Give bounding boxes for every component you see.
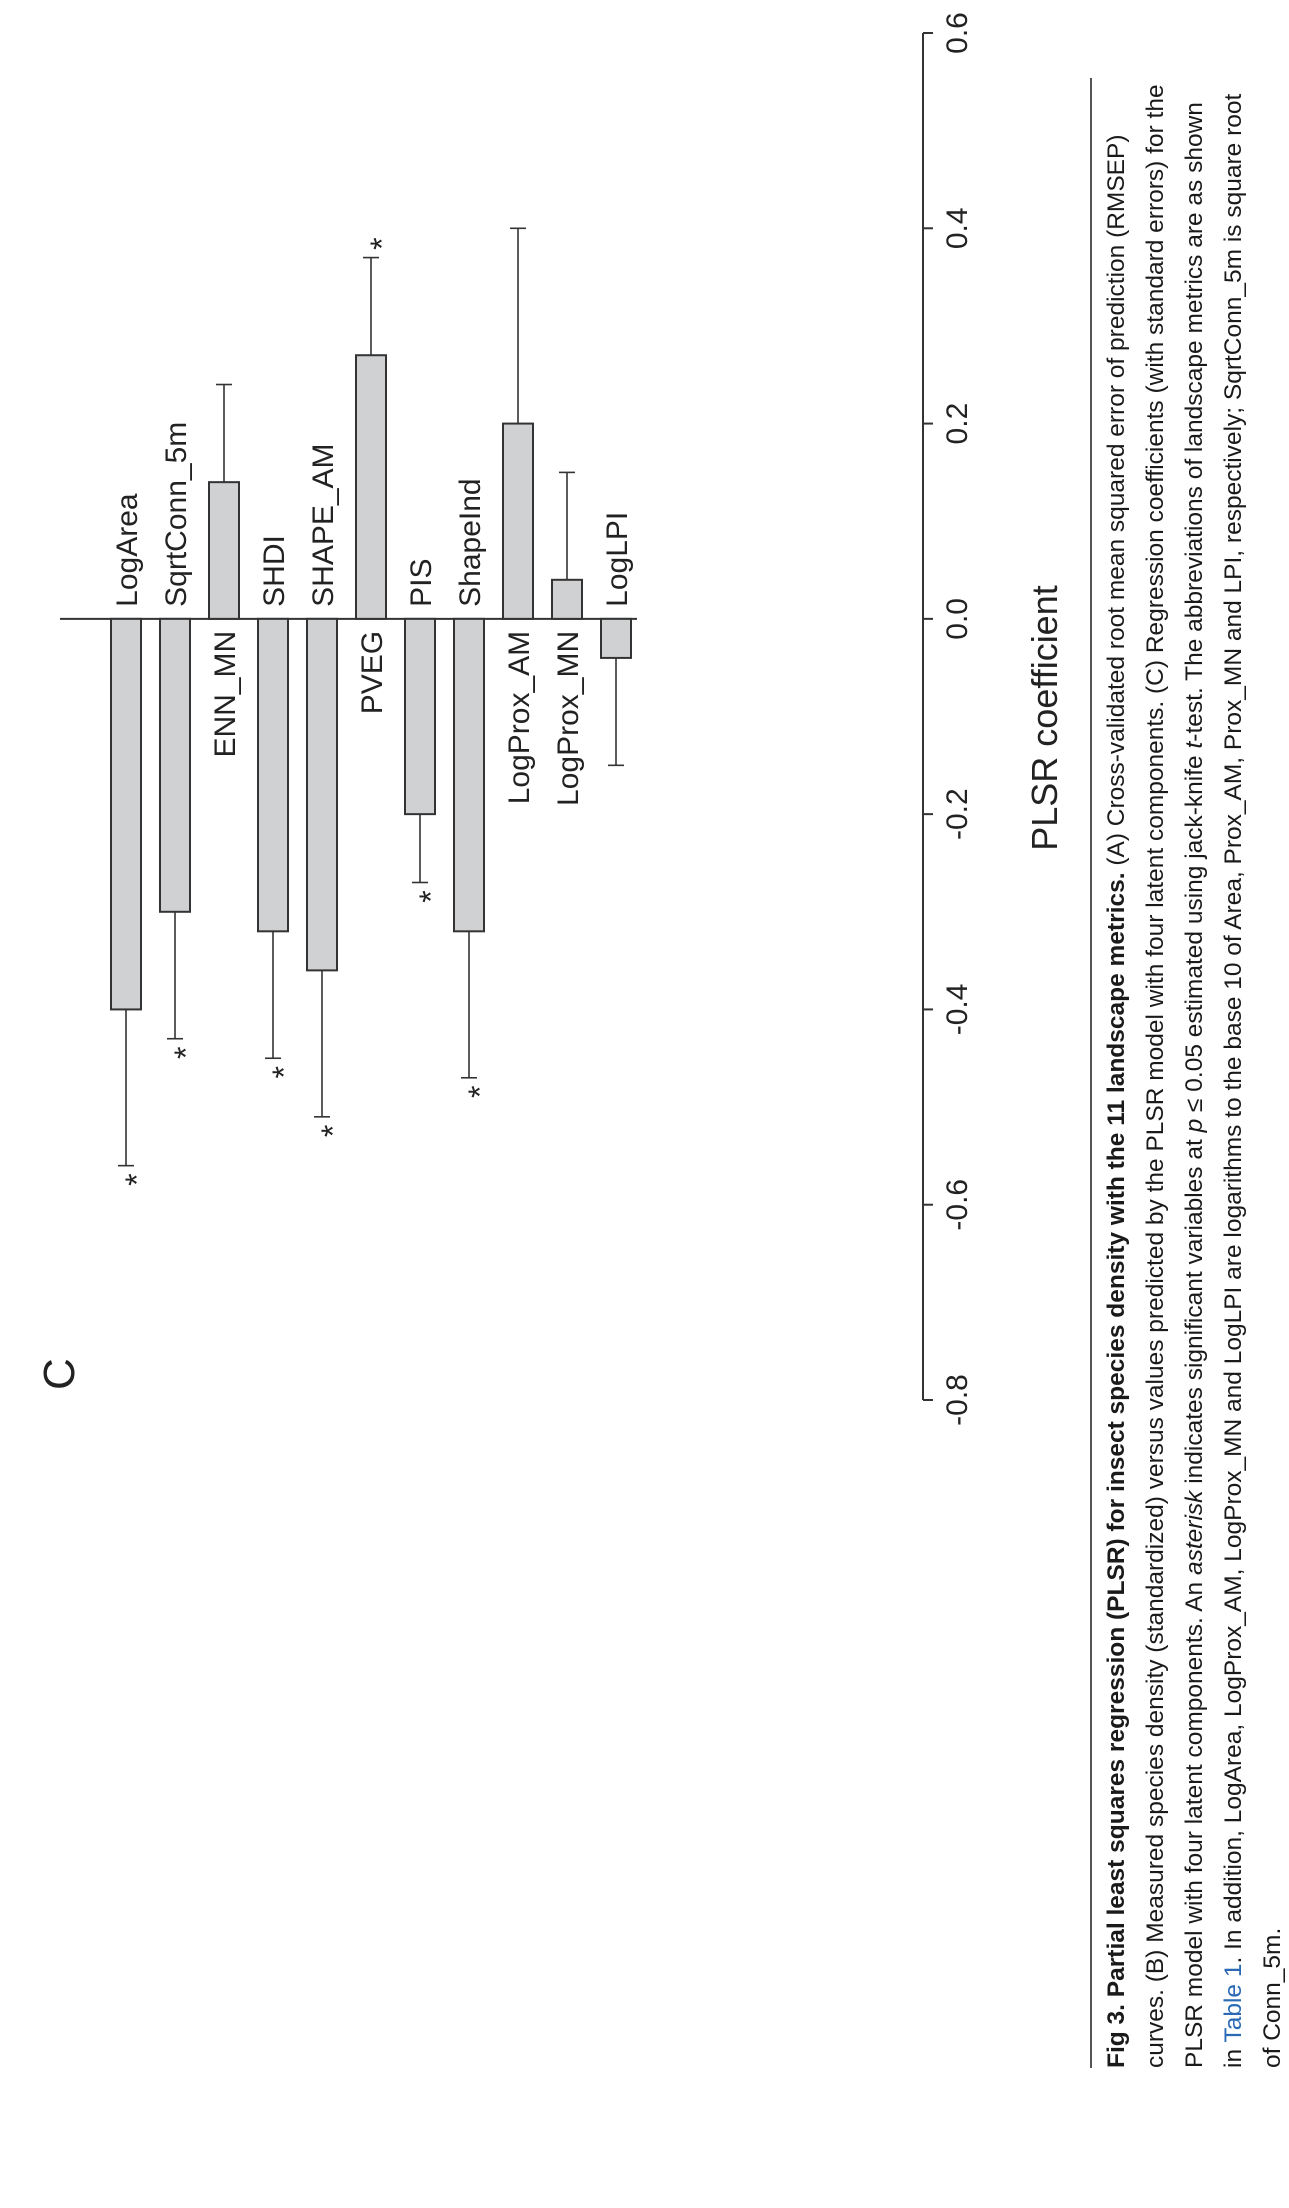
table-1-link[interactable]: Table 1 [1220,1963,1247,2043]
x-tick-label: -0.8 [941,1374,974,1426]
caption-p-symbol: p [1181,1118,1208,1133]
x-axis-title: PLSR coefficient [1024,585,1065,850]
significance-marker: * [413,890,449,902]
bar [208,481,240,620]
bar-label: LogProx_AM [503,631,536,804]
x-tick-label: 0.4 [941,207,974,249]
bar-label: LogProx_MN [552,631,585,806]
bar-label: LogLPI [601,512,634,607]
bar [502,422,534,620]
significance-marker: * [119,1173,155,1185]
caption-title: Partial least squares regression (PLSR) … [1103,872,1130,1998]
bar [453,617,485,933]
bar [600,617,632,659]
significance-marker: * [364,237,400,249]
caption-asterisk-word: asterisk [1181,1490,1208,1575]
x-tick-label: 0.6 [941,12,974,54]
x-tick-label: -0.4 [941,984,974,1036]
bar [257,617,289,933]
bar [110,617,142,1011]
caption-text-3: ≤ 0.05 estimated using jack-knife [1181,755,1208,1112]
bar-label: SHDI [258,535,291,607]
bar-label: ENN_MN [209,631,242,758]
significance-marker: * [266,1066,302,1078]
significance-marker: * [462,1086,498,1098]
bars: * LogArea * SqrtConn_5m ENN_MN * SHDI * SHAPE_AM… [110,227,634,1186]
bar [355,354,387,620]
significance-marker: * [168,1046,204,1058]
figure-caption: Fig 3. Partial least squares regression … [1097,78,1289,2068]
x-tick-label: -0.6 [941,1179,974,1231]
bar-label: PIS [405,558,438,606]
x-axis: -0.8 -0.6 -0.4 -0.2 0.0 0.2 0.4 0.6 [60,12,974,1426]
bar-label: SHAPE_AM [307,443,340,606]
x-tick-label: 0.2 [941,403,974,445]
significance-marker: * [315,1125,351,1137]
caption-text-5: . In addition, LogArea, LogProx_AM, LogP… [1220,93,1286,2068]
bar-label: PVEG [356,631,389,714]
x-tick-label: -0.2 [941,788,974,840]
panel-label: C [35,1358,84,1390]
caption-t-symbol: t [1181,741,1208,749]
bar-label: LogArea [111,493,144,607]
bar-label: ShapeInd [454,478,487,606]
caption-fig-label: Fig 3. [1103,2004,1130,2068]
x-tick-label: 0.0 [941,598,974,640]
bar [551,578,583,620]
bar-label: SqrtConn_5m [160,422,193,607]
caption-text-2: indicates significant variables at [1181,1139,1208,1484]
bar [404,617,436,816]
bar [306,617,338,972]
caption-rule [1090,78,1092,2068]
bar [159,617,191,913]
